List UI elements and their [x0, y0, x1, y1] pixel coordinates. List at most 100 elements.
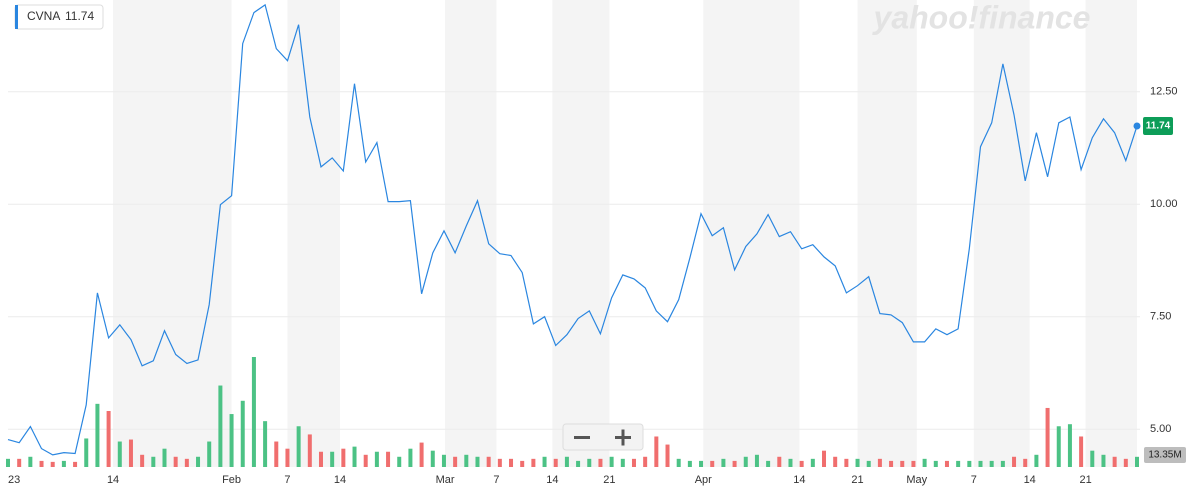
volume-bar [240, 400, 245, 467]
volume-bar [822, 450, 827, 467]
x-tick-label: 7 [493, 474, 499, 486]
volume-bar [95, 403, 100, 467]
volume-bar [486, 456, 491, 467]
volume-bar [699, 460, 704, 467]
volume-bar [609, 456, 614, 467]
volume-bar [687, 460, 692, 467]
volume-bar [553, 458, 558, 467]
week-band [445, 0, 497, 467]
week-band [287, 0, 340, 467]
volume-bar [889, 460, 894, 467]
x-tick-label: Feb [222, 474, 241, 486]
volume-bar [933, 460, 938, 467]
volume-bar [1000, 460, 1005, 467]
zoom-controls [562, 423, 644, 451]
volume-bar [866, 460, 871, 467]
volume-bar [50, 461, 55, 467]
volume-bar [743, 456, 748, 467]
volume-bar [341, 448, 346, 467]
volume-bar [911, 460, 916, 467]
x-tick-label: 21 [851, 474, 863, 486]
volume-bar [967, 460, 972, 467]
zoom-in-bar [621, 429, 625, 446]
volume-bar [1079, 436, 1084, 467]
volume-bar [944, 460, 949, 467]
volume-bar [330, 451, 335, 467]
x-tick-label: 23 [8, 474, 20, 486]
volume-bar [363, 454, 368, 467]
week-band [973, 0, 1030, 467]
volume-bar [542, 456, 547, 467]
volume-bar [263, 421, 268, 467]
volume-bar [464, 454, 469, 467]
volume-bar [855, 458, 860, 467]
volume-bar [721, 458, 726, 467]
week-band [703, 0, 800, 467]
volume-badge: 13.35M [1148, 450, 1181, 461]
volume-bar [397, 456, 402, 467]
volume-bar [39, 460, 44, 467]
volume-bar [989, 460, 994, 467]
volume-bar [73, 461, 78, 467]
volume-bar [654, 436, 659, 467]
volume-bar [128, 439, 133, 467]
y-tick-label: 12.50 [1150, 86, 1178, 98]
price-line [7, 3, 1138, 456]
price-badge: 11.74 [1146, 121, 1171, 132]
volume-badge-box [1144, 447, 1186, 463]
volume-bar [799, 460, 804, 467]
y-tick-label: 5.00 [1150, 423, 1171, 435]
volume-bar [777, 456, 782, 467]
volume-bar [497, 458, 502, 467]
volume-bar [419, 442, 424, 467]
volume-bar [475, 456, 480, 467]
week-band [113, 0, 232, 467]
volume-bar [441, 454, 446, 467]
week-band [857, 0, 917, 467]
volume-bar [788, 458, 793, 467]
x-tick-label: 7 [284, 474, 290, 486]
volume-bar [643, 456, 648, 467]
volume-bar [564, 456, 569, 467]
volume-bar [631, 458, 636, 467]
volume-bar [1056, 426, 1061, 467]
volume-bar [620, 458, 625, 467]
x-tick-label: Apr [695, 474, 712, 486]
volume-bar [1045, 407, 1050, 467]
week-band [552, 0, 610, 467]
volume-bar [374, 451, 379, 467]
x-tick-label: 14 [107, 474, 119, 486]
volume-bar [766, 460, 771, 467]
volume-bar [1090, 450, 1095, 467]
volume-bar [296, 426, 301, 467]
volume-bar [453, 456, 458, 467]
volume-bar [285, 448, 290, 467]
volume-bar [509, 458, 514, 467]
volume-bar [106, 411, 111, 467]
x-tick-label: 7 [971, 474, 977, 486]
volume-bar [1067, 424, 1072, 467]
volume-bar [922, 458, 927, 467]
volume-bar [732, 460, 737, 467]
volume-bar [386, 451, 391, 467]
zoom-out[interactable] [574, 436, 590, 439]
x-tick-label: Mar [436, 474, 455, 486]
volume-bar [1023, 458, 1028, 467]
volume-bar [956, 460, 961, 467]
volume-bar [408, 448, 413, 467]
x-tick-label: 14 [1024, 474, 1036, 486]
x-tick-label: 14 [334, 474, 346, 486]
volume-bar [173, 456, 178, 467]
x-tick-label: 21 [603, 474, 615, 486]
y-tick-label: 7.50 [1150, 311, 1171, 323]
volume-bar [576, 460, 581, 467]
volume-bar [531, 458, 536, 467]
volume-bar [430, 450, 435, 467]
volume-bar [1101, 454, 1106, 467]
volume-bar [84, 438, 89, 467]
volume-bar [318, 451, 323, 467]
y-tick-label: 10.00 [1150, 198, 1178, 210]
brand-logo: yahoo!finance [872, 0, 1091, 35]
volume-bar [207, 441, 212, 467]
